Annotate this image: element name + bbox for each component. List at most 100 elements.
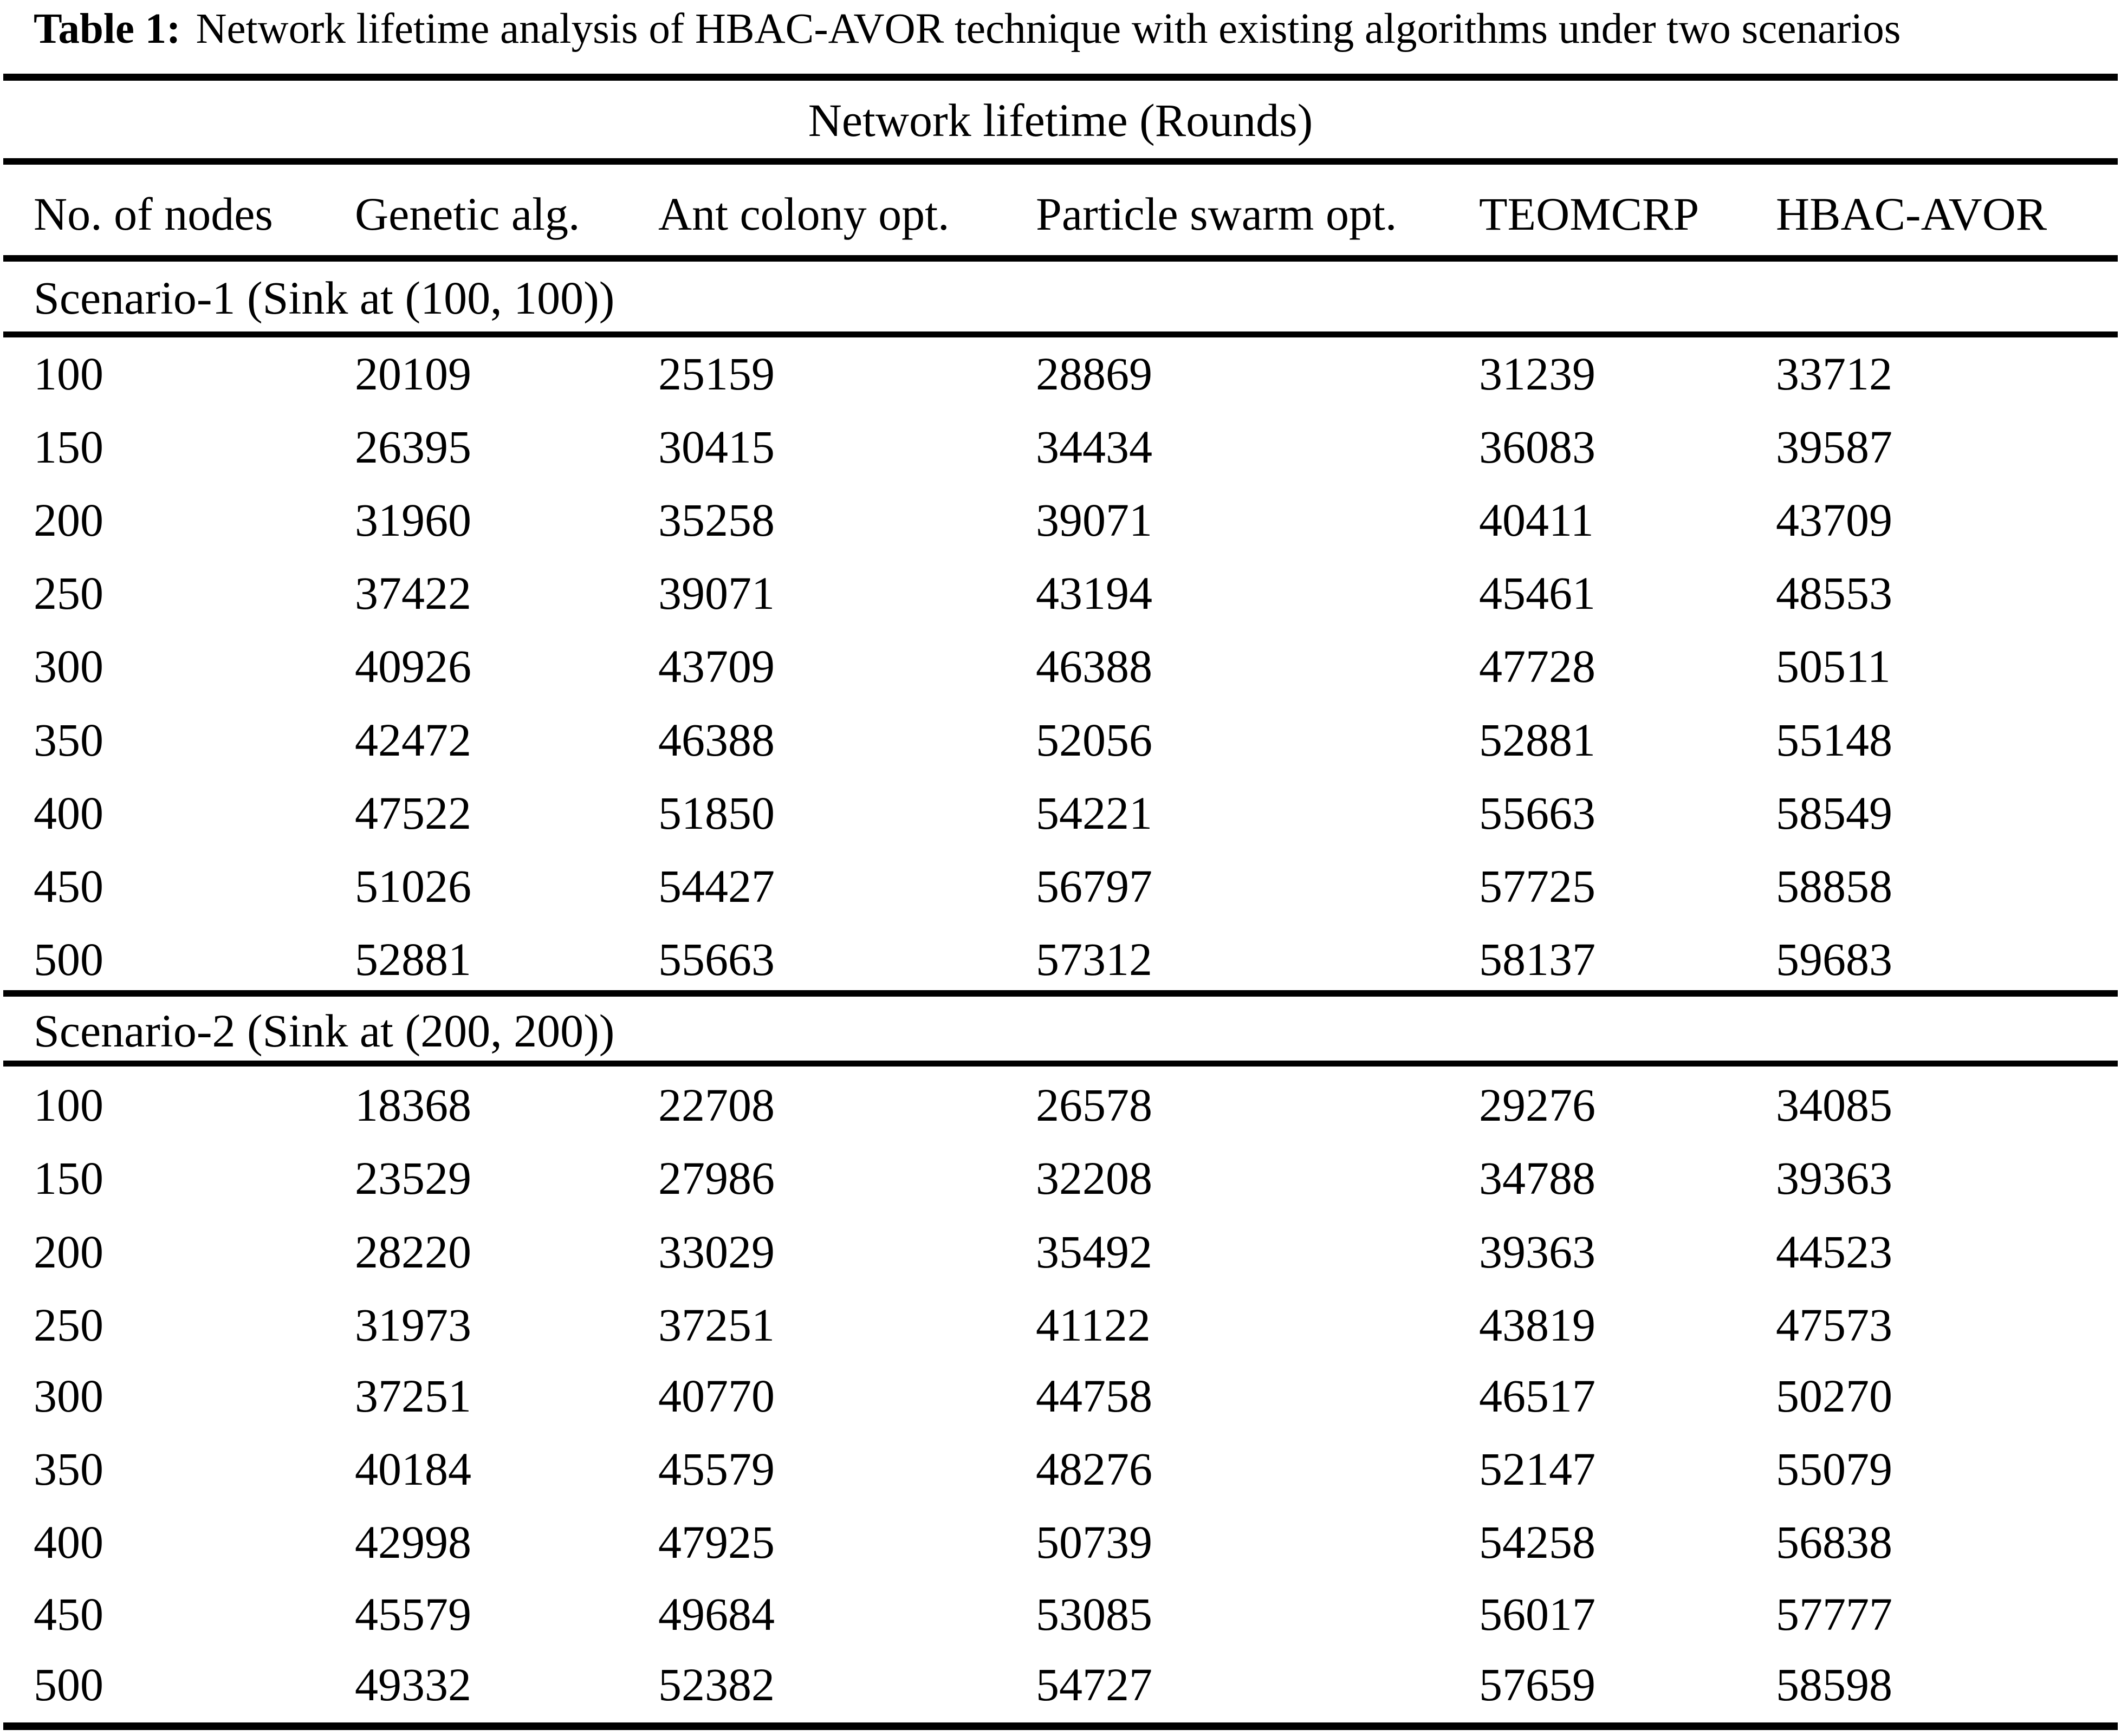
data-cell: 52881	[355, 933, 471, 985]
data-cell: 46517	[1479, 1370, 1595, 1422]
data-cell: 44523	[1776, 1226, 1892, 1278]
data-cell: 58598	[1776, 1659, 1892, 1711]
row-label-cell: 450	[34, 860, 103, 912]
rule-below-scenario2-label	[3, 1061, 2118, 1067]
data-cell: 57659	[1479, 1659, 1595, 1711]
row-label-cell: 400	[34, 787, 103, 839]
row-label-cell: 500	[34, 933, 103, 985]
data-cell: 39071	[1036, 494, 1152, 546]
data-cell: 55148	[1776, 714, 1892, 766]
data-cell: 30415	[658, 421, 775, 473]
data-cell: 44758	[1036, 1370, 1152, 1422]
data-cell: 47925	[658, 1516, 775, 1568]
data-cell: 55663	[1479, 787, 1595, 839]
table-top-rule	[3, 74, 2118, 81]
data-cell: 39587	[1776, 421, 1892, 473]
row-label-cell: 350	[34, 714, 103, 766]
row-label-cell: 250	[34, 567, 103, 619]
data-cell: 58137	[1479, 933, 1595, 985]
data-cell: 27986	[658, 1152, 775, 1204]
row-label-cell: 100	[34, 348, 103, 400]
data-cell: 25159	[658, 348, 775, 400]
table-row: 450 51026 54427 56797 57725 58858	[0, 859, 2121, 913]
data-cell: 54221	[1036, 787, 1152, 839]
data-cell: 33029	[658, 1226, 775, 1278]
data-cell: 43709	[1776, 494, 1892, 546]
table-row: 350 42472 46388 52056 52881 55148	[0, 713, 2121, 767]
table-row: 150 26395 30415 34434 36083 39587	[0, 420, 2121, 474]
row-label-cell: 400	[34, 1516, 103, 1568]
table-row: 150 23529 27986 32208 34788 39363	[0, 1151, 2121, 1205]
row-label-cell: 200	[34, 1226, 103, 1278]
data-cell: 59683	[1776, 933, 1892, 985]
data-cell: 50270	[1776, 1370, 1892, 1422]
column-header: TEOMCRP	[1479, 188, 1700, 240]
table-row: 200 28220 33029 35492 39363 44523	[0, 1225, 2121, 1279]
data-cell: 31960	[355, 494, 471, 546]
data-cell: 46388	[658, 714, 775, 766]
data-cell: 47728	[1479, 640, 1595, 692]
data-cell: 45461	[1479, 567, 1595, 619]
data-cell: 23529	[355, 1152, 471, 1204]
table-row: 350 40184 45579 48276 52147 55079	[0, 1442, 2121, 1496]
column-header: HBAC-AVOR	[1776, 188, 2047, 240]
data-cell: 36083	[1479, 421, 1595, 473]
data-cell: 43194	[1036, 567, 1152, 619]
data-cell: 37251	[658, 1299, 775, 1351]
data-cell: 26395	[355, 421, 471, 473]
data-cell: 51026	[355, 860, 471, 912]
section-label: Scenario-1 (Sink at (100, 100))	[34, 272, 615, 324]
table-header-row: No. of nodes Genetic alg. Ant colony opt. P…	[0, 187, 2121, 241]
data-cell: 47522	[355, 787, 471, 839]
data-cell: 45579	[658, 1443, 775, 1495]
data-cell: 46388	[1036, 640, 1152, 692]
data-cell: 52056	[1036, 714, 1152, 766]
table-row: 200 31960 35258 39071 40411 43709	[0, 493, 2121, 547]
data-cell: 54427	[658, 860, 775, 912]
data-cell: 26578	[1036, 1079, 1152, 1131]
data-cell: 20109	[355, 348, 471, 400]
data-cell: 57312	[1036, 933, 1152, 985]
data-cell: 55079	[1776, 1443, 1892, 1495]
data-cell: 58858	[1776, 860, 1892, 912]
table-row: 100 20109 25159 28869 31239 33712	[0, 347, 2121, 401]
rule-below-spanner	[3, 158, 2118, 165]
data-cell: 56838	[1776, 1516, 1892, 1568]
table-caption-label: Table 1:	[34, 5, 181, 53]
row-label-cell: 450	[34, 1588, 103, 1640]
column-header: Particle swarm opt.	[1036, 188, 1397, 240]
row-label-cell: 200	[34, 494, 103, 546]
row-label-cell: 300	[34, 1370, 103, 1422]
data-cell: 39363	[1479, 1226, 1595, 1278]
row-label-cell: 150	[34, 421, 103, 473]
data-cell: 34788	[1479, 1152, 1595, 1204]
data-cell: 58549	[1776, 787, 1892, 839]
data-cell: 55663	[658, 933, 775, 985]
table-bottom-rule	[3, 1722, 2118, 1730]
data-cell: 47573	[1776, 1299, 1892, 1351]
rule-below-header	[3, 255, 2118, 262]
data-cell: 52382	[658, 1659, 775, 1711]
data-cell: 45579	[355, 1588, 471, 1640]
data-cell: 34085	[1776, 1079, 1892, 1131]
row-label-cell: 150	[34, 1152, 103, 1204]
data-cell: 40184	[355, 1443, 471, 1495]
table-row: 300 37251 40770 44758 46517 50270	[0, 1369, 2121, 1423]
data-cell: 49684	[658, 1588, 775, 1640]
table-row: 100 18368 22708 26578 29276 34085	[0, 1078, 2121, 1132]
table-caption-text: Network lifetime analysis of HBAC-AVOR t…	[196, 5, 1901, 53]
data-cell: 29276	[1479, 1079, 1595, 1131]
column-spanner-heading: Network lifetime (Rounds)	[808, 94, 1313, 146]
section-label: Scenario-2 (Sink at (200, 200))	[34, 1005, 615, 1057]
table-row: 500 52881 55663 57312 58137 59683	[0, 932, 2121, 986]
data-cell: 51850	[658, 787, 775, 839]
data-cell: 35258	[658, 494, 775, 546]
rule-below-scenario1-label	[3, 331, 2118, 337]
data-cell: 31973	[355, 1299, 471, 1351]
data-cell: 42998	[355, 1516, 471, 1568]
table-row: 250 31973 37251 41122 43819 47573	[0, 1298, 2121, 1352]
data-cell: 53085	[1036, 1588, 1152, 1640]
data-cell: 40926	[355, 640, 471, 692]
data-cell: 31239	[1479, 348, 1595, 400]
